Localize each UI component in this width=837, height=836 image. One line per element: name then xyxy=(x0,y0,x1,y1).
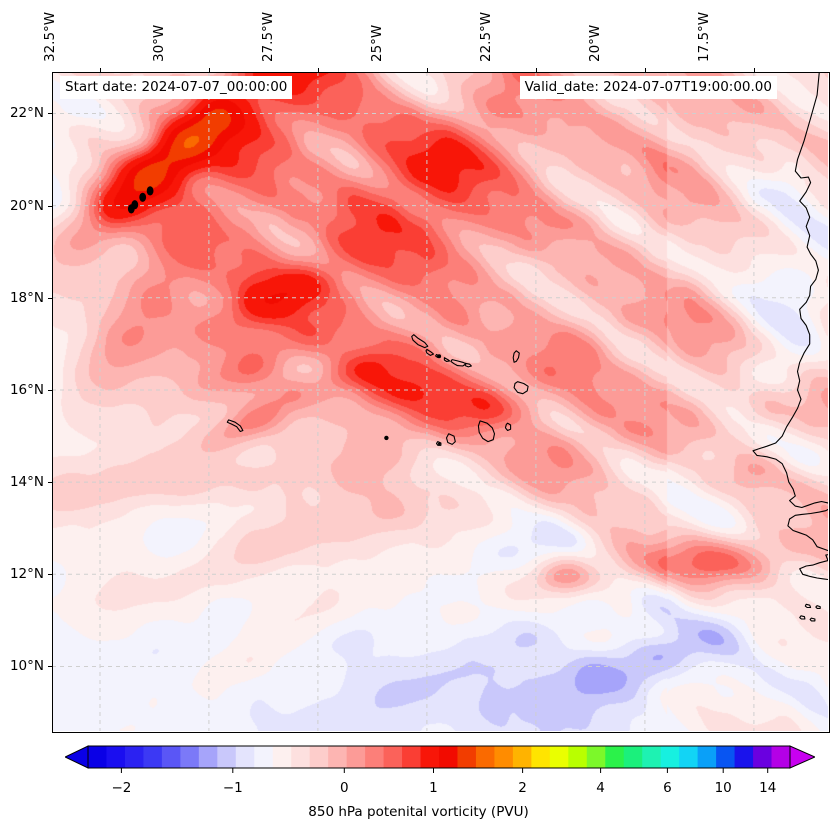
lon-tick-label: 17.5°W xyxy=(695,11,712,62)
lat-tick-label: 20°N xyxy=(9,197,44,214)
lon-tick-label: 30°W xyxy=(150,24,167,62)
colorbar-tick-label: −1 xyxy=(222,780,243,796)
colorbar-title: 850 hPa potenital vorticity (PVU) xyxy=(308,804,529,820)
colorbar-tick-label: 6 xyxy=(663,780,672,796)
colorbar-tick-label: 10 xyxy=(714,780,732,796)
graticule-grid xyxy=(52,72,828,731)
colorbar-tick-label: −2 xyxy=(111,780,132,796)
colorbar-tick-label: 1 xyxy=(429,780,438,796)
lon-tick-mark xyxy=(317,68,319,72)
colorbar-tick-label: 14 xyxy=(759,780,777,796)
potential-vorticity-field xyxy=(52,72,828,731)
lon-tick-label: 27.5°W xyxy=(259,11,276,62)
lat-tick-mark xyxy=(48,389,52,391)
map-plot-area xyxy=(52,72,828,731)
lat-tick-mark xyxy=(48,666,52,668)
lat-tick-mark xyxy=(48,205,52,207)
lon-tick-label: 32.5°W xyxy=(41,11,58,62)
colorbar-tick-label: 0 xyxy=(340,780,349,796)
lon-tick-mark xyxy=(753,68,755,72)
lon-tick-label: 25°W xyxy=(368,24,385,62)
lat-tick-label: 22°N xyxy=(9,105,44,122)
lat-tick-mark xyxy=(48,297,52,299)
lon-tick-mark xyxy=(99,68,101,72)
lon-tick-label: 22.5°W xyxy=(477,11,494,62)
lon-tick-mark xyxy=(535,68,537,72)
lon-tick-mark xyxy=(426,68,428,72)
lon-tick-mark xyxy=(208,68,210,72)
lat-tick-label: 16°N xyxy=(9,381,44,398)
lat-tick-label: 10°N xyxy=(9,658,44,675)
colorbar-tick-label: 4 xyxy=(596,780,605,796)
lat-tick-label: 12°N xyxy=(9,566,44,583)
colorbar xyxy=(65,744,815,776)
lon-tick-label: 20°W xyxy=(586,24,603,62)
lat-tick-label: 18°N xyxy=(9,289,44,306)
coastline-overlay xyxy=(127,72,828,622)
valid-date-annotation: Valid_date: 2024-07-07T19:00:00.00 xyxy=(519,76,777,99)
start-date-annotation: Start date: 2024-07-07_00:00:00 xyxy=(60,76,293,99)
colorbar-tick-label: 2 xyxy=(518,780,527,796)
lat-tick-mark xyxy=(48,574,52,576)
lat-tick-mark xyxy=(48,113,52,115)
lat-tick-label: 14°N xyxy=(9,474,44,491)
lon-tick-mark xyxy=(644,68,646,72)
lat-tick-mark xyxy=(48,482,52,484)
